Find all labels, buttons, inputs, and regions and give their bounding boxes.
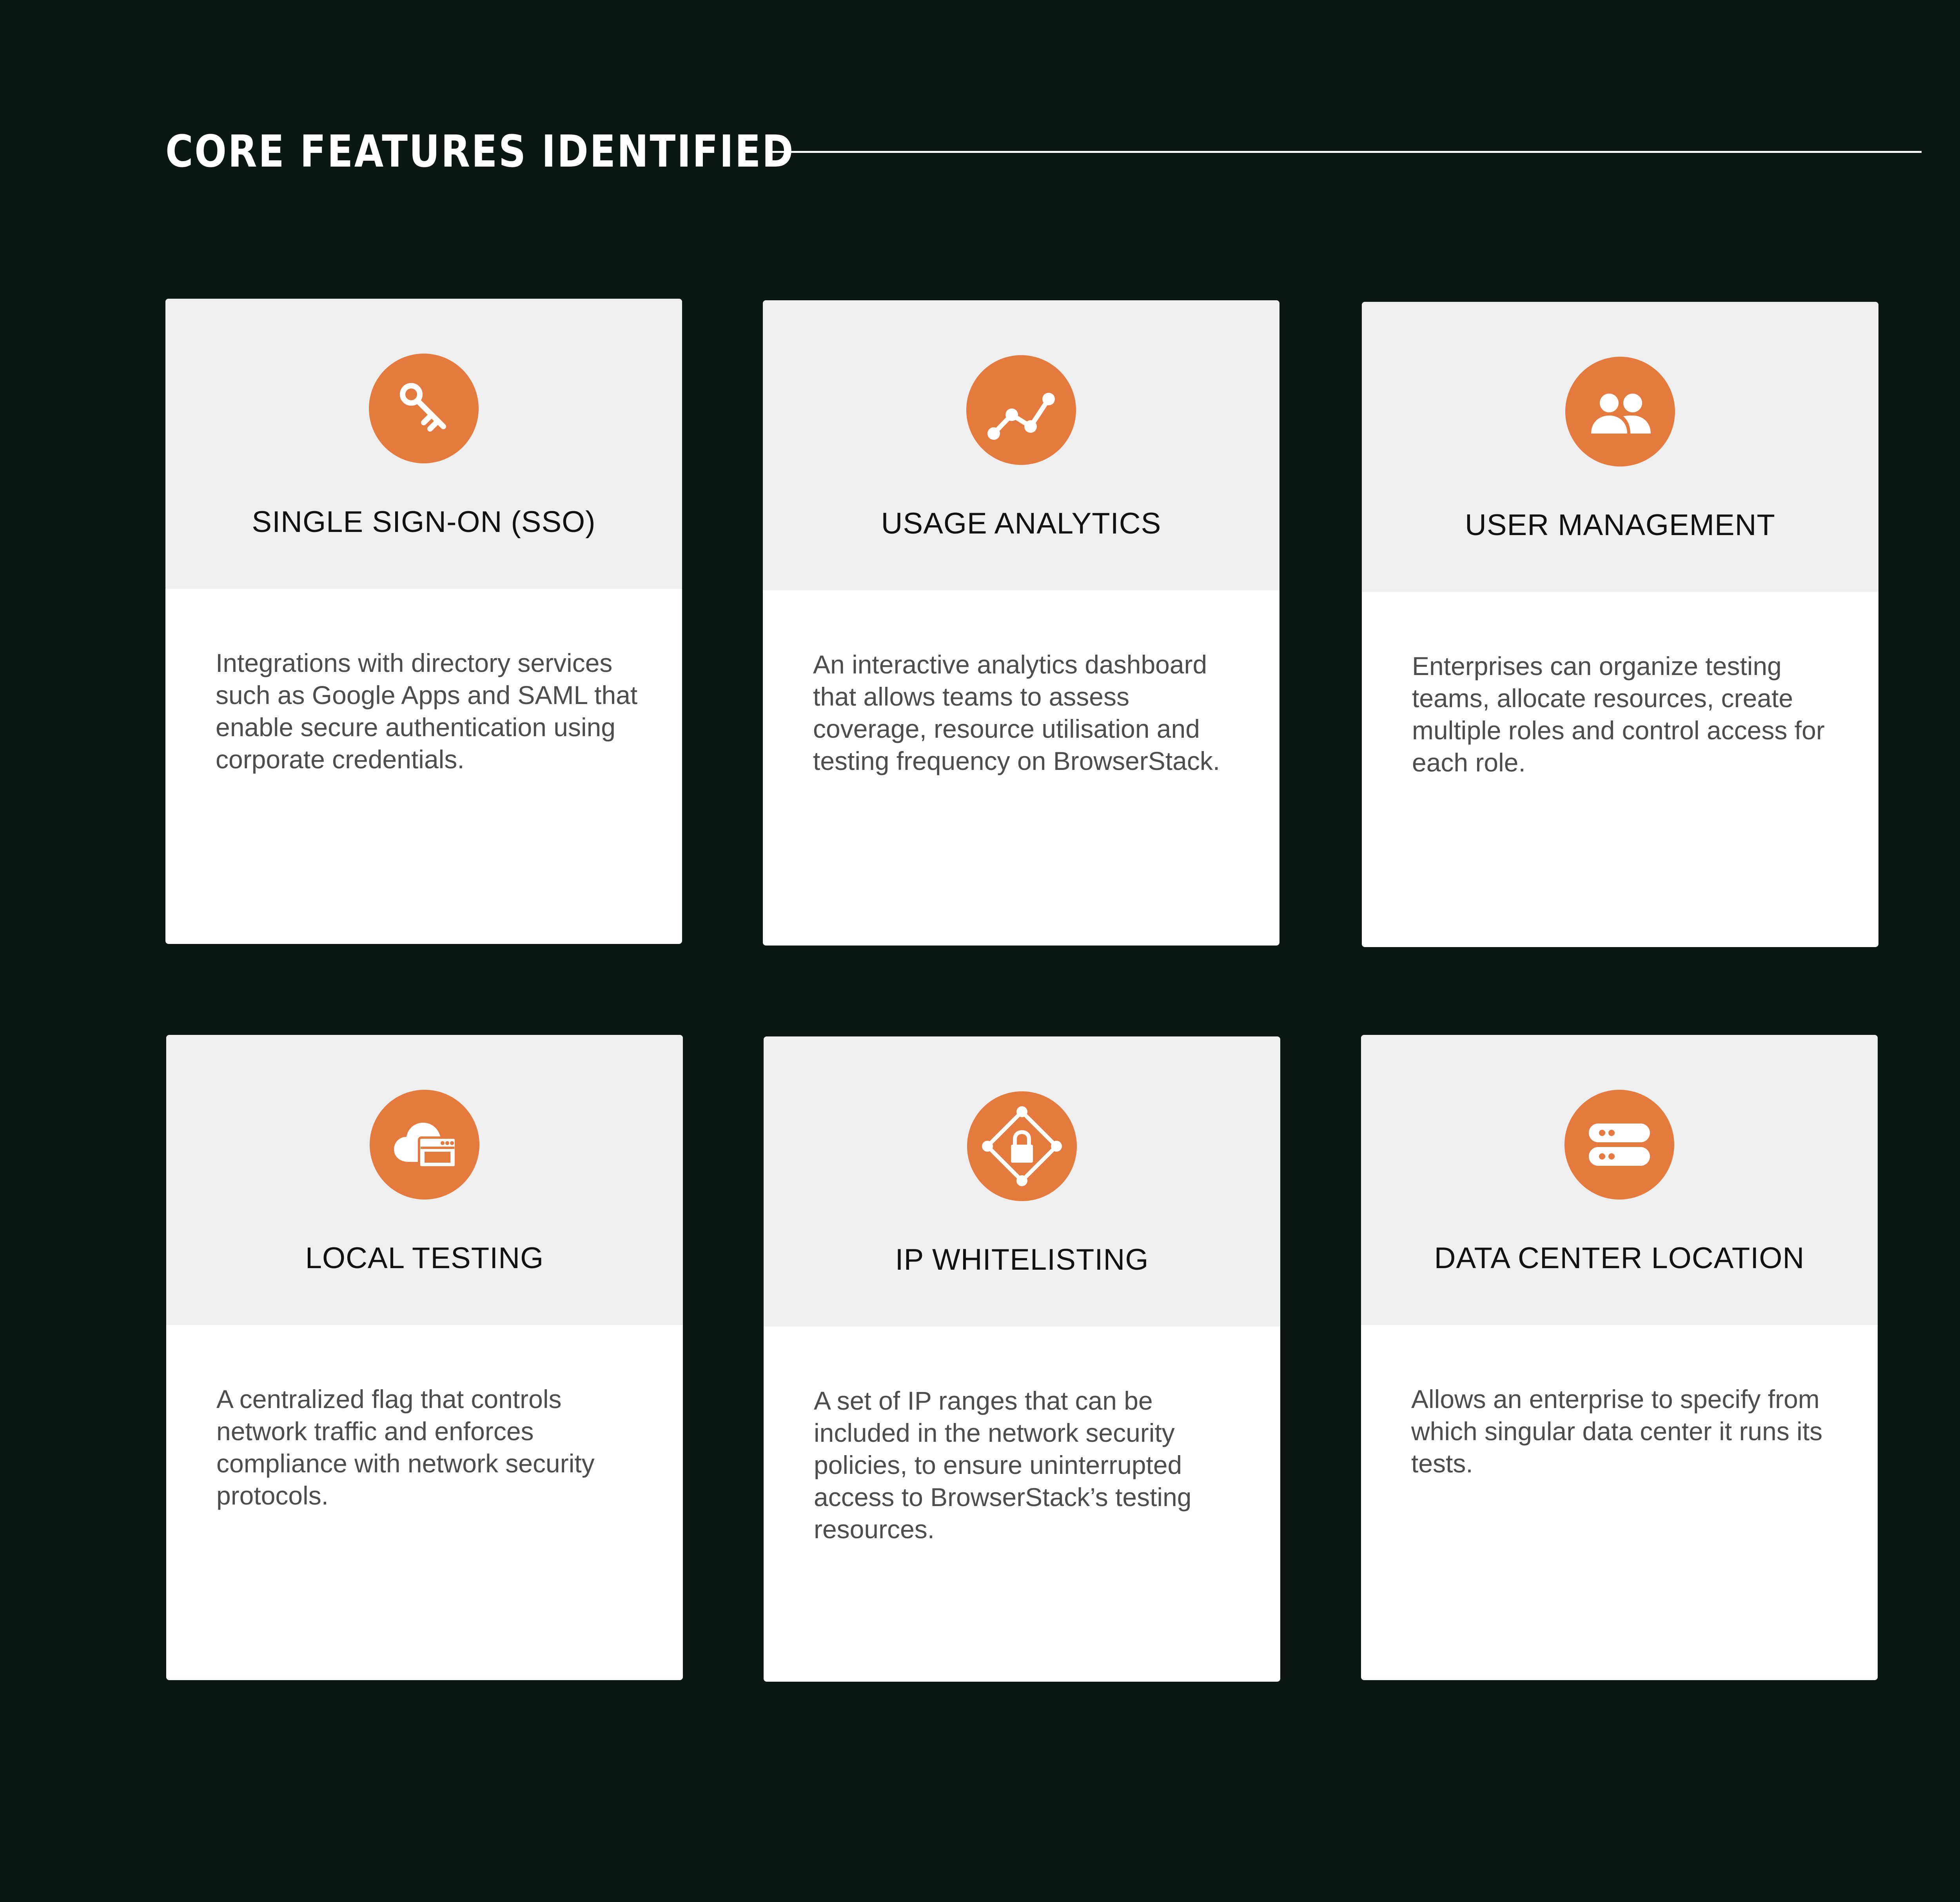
page-title: CORE FEATURES IDENTIFIED [165,126,795,177]
feature-card-sso: SINGLE SIGN-ON (SSO) Integrations with d… [165,299,682,944]
card-header: USAGE ANALYTICS [763,300,1279,590]
card-description: Integrations with directory services suc… [216,648,638,774]
icon-badge [1565,357,1675,466]
card-header: LOCAL TESTING [166,1035,683,1325]
key-icon [400,383,446,432]
card-header: DATA CENTER LOCATION [1361,1035,1878,1325]
feature-card-local-testing: LOCAL TESTING A centralized flag that co… [166,1035,683,1680]
feature-card-user-management: USER MANAGEMENT Enterprises can organize… [1362,302,1878,947]
card-header: SINGLE SIGN-ON (SSO) [165,299,682,589]
card-description: A set of IP ranges that can be included … [814,1386,1192,1544]
feature-card-data-center-location: DATA CENTER LOCATION Allows an enterpris… [1361,1035,1878,1680]
title-divider [766,151,1922,153]
feature-card-ip-whitelisting: IP WHITELISTING A set of IP ranges that … [764,1036,1280,1682]
icon-badge [370,1090,479,1200]
analytics-line-icon [987,393,1055,440]
card-title: DATA CENTER LOCATION [1434,1241,1805,1275]
card-description: Enterprises can organize testing teams, … [1412,652,1825,777]
card-title: LOCAL TESTING [305,1241,544,1275]
card-description: An interactive analytics dashboard that … [813,650,1220,775]
section-heading: CORE FEATURES IDENTIFIED [165,126,1922,177]
card-title: IP WHITELISTING [895,1243,1149,1276]
card-description: Allows an enterprise to specify from whi… [1411,1385,1823,1478]
cloud-browser-icon [394,1123,457,1169]
card-title: SINGLE SIGN-ON (SSO) [252,505,596,539]
icon-badge [1564,1090,1674,1200]
card-title: USAGE ANALYTICS [881,507,1161,540]
feature-card-usage-analytics: USAGE ANALYTICS An interactive analytics… [763,300,1279,946]
server-icon [1589,1123,1650,1166]
users-icon [1591,394,1651,434]
icon-badge [966,355,1076,465]
icon-badge [967,1091,1077,1201]
card-title: USER MANAGEMENT [1465,508,1775,542]
card-header: IP WHITELISTING [764,1036,1280,1327]
icon-badge [369,354,479,463]
card-header: USER MANAGEMENT [1362,302,1878,592]
network-lock-icon [982,1106,1062,1186]
card-description: A centralized flag that controls network… [216,1385,595,1510]
